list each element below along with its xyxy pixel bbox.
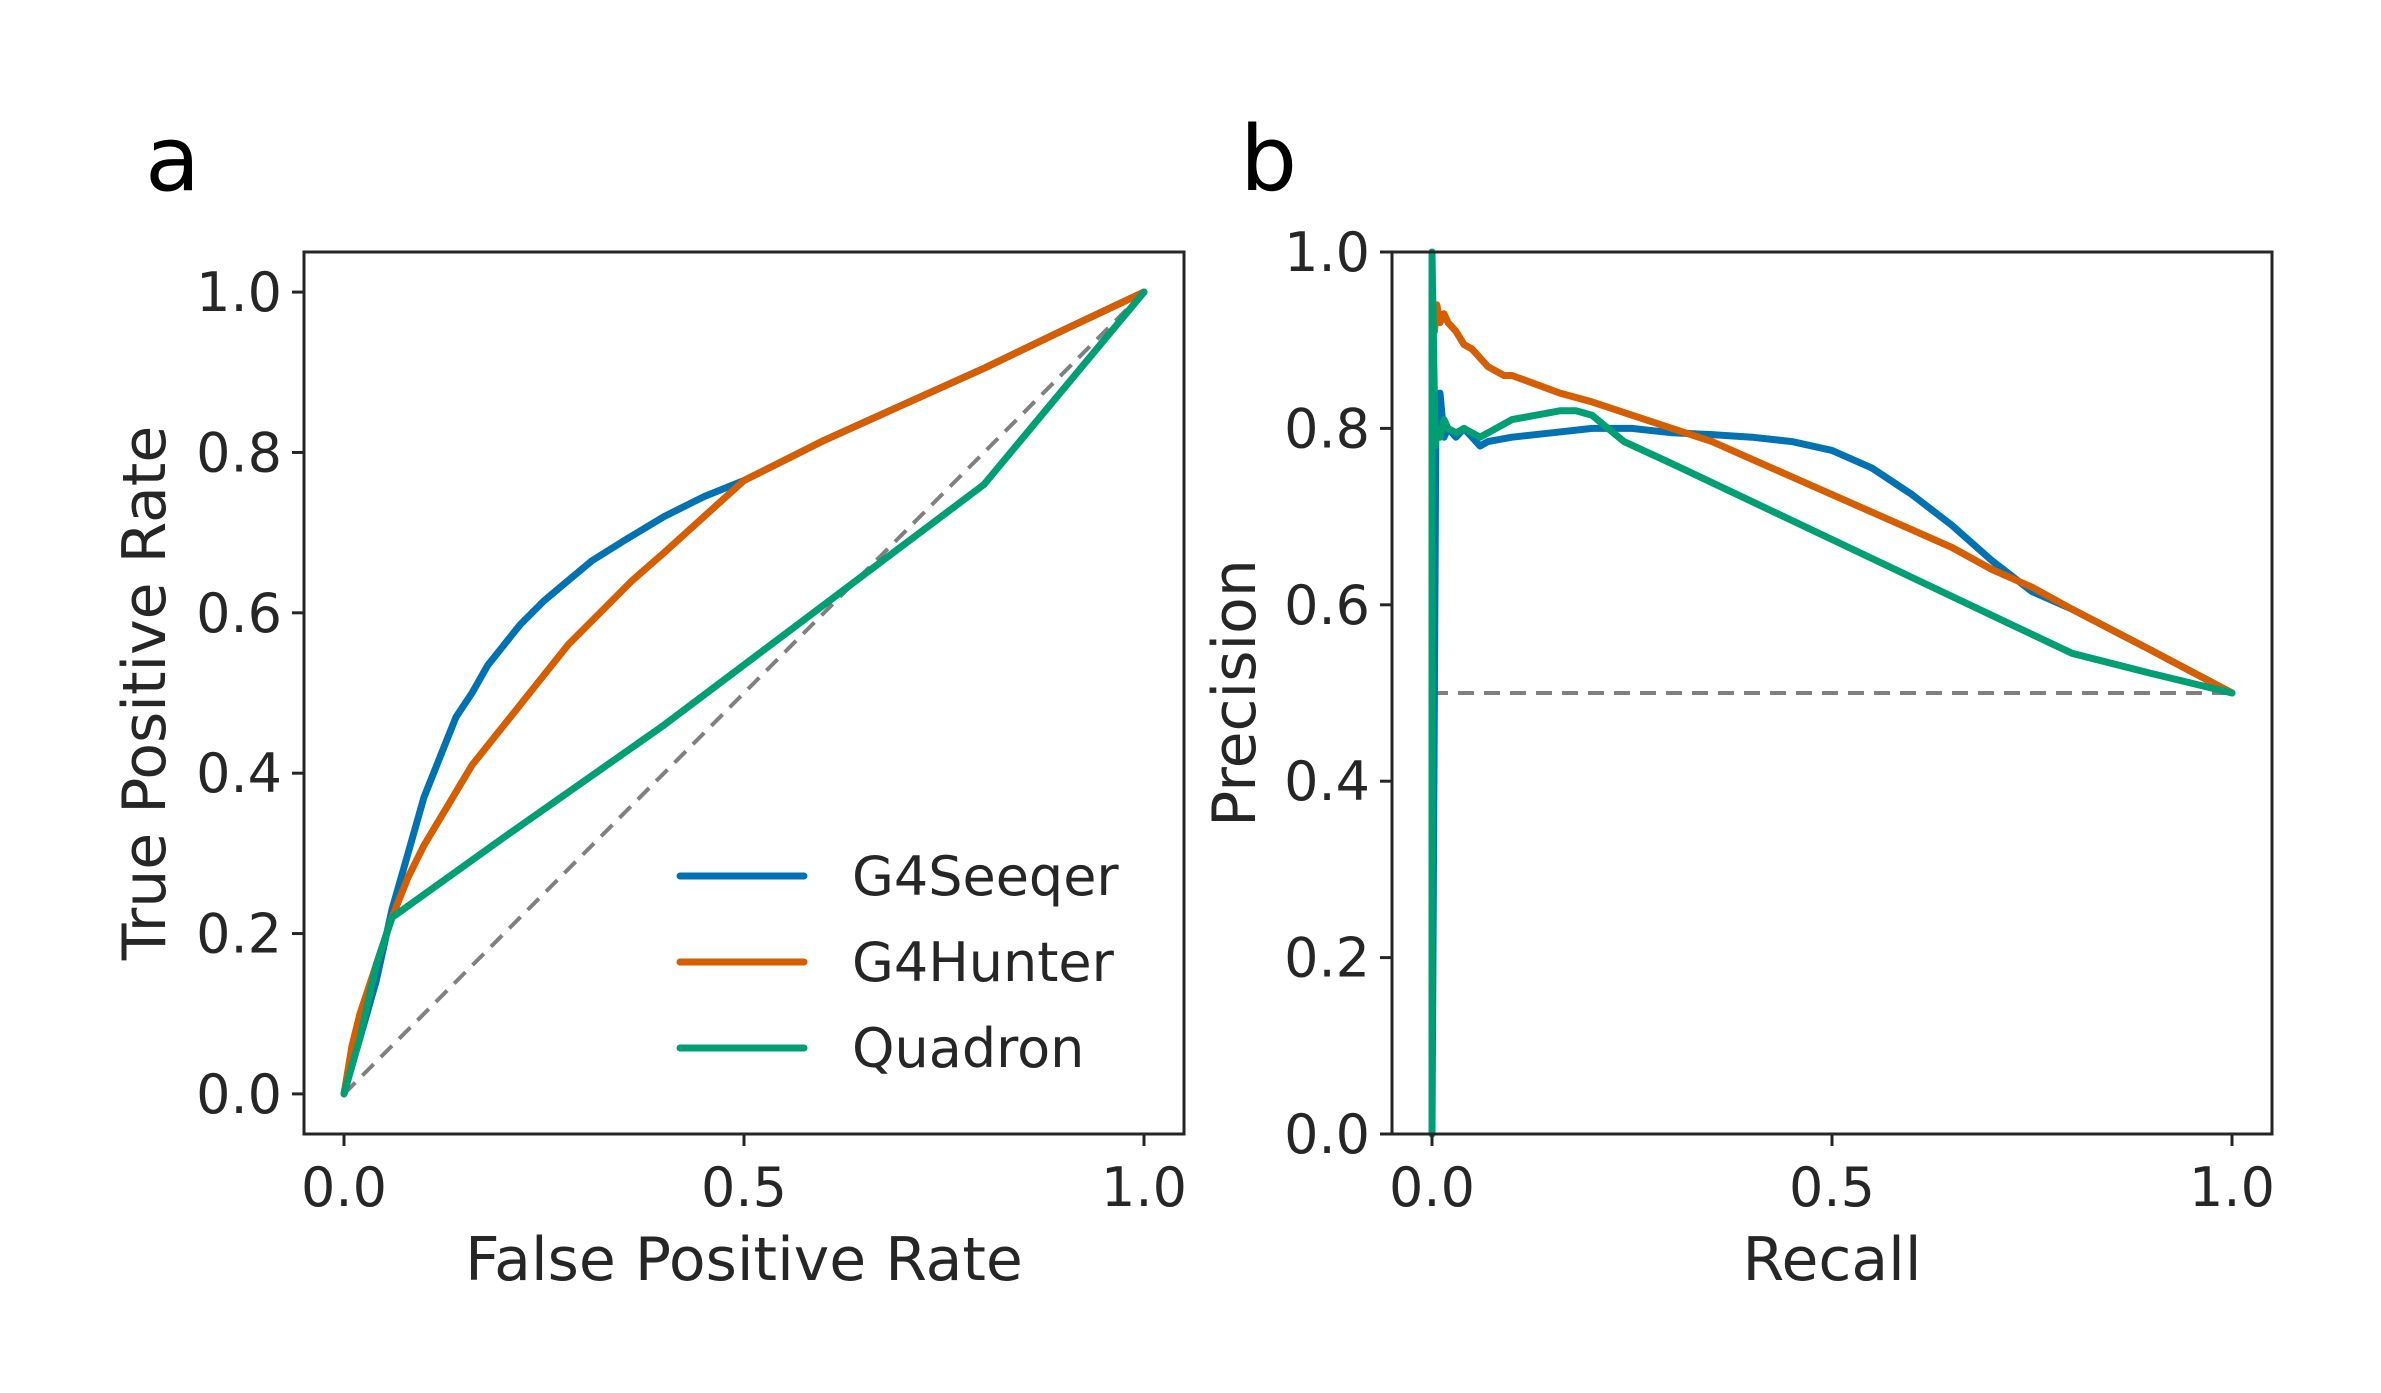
- series-line-quadron: [340, 288, 1148, 1098]
- panel-b-precision-recall-chart: b 0.0 0.5 1.0 0.0 0.2 0.4 0.6 0.8 1.0 Recall Precis…: [1200, 107, 2275, 1295]
- series-line-quadron: [1428, 248, 2236, 1138]
- y-tick-label: 0.0: [196, 1063, 282, 1126]
- y-tick-label: 0.4: [1284, 750, 1370, 813]
- y-tick-label: 0.0: [1284, 1103, 1370, 1166]
- y-axis-label: Precision: [1200, 559, 1270, 827]
- x-tick-label: 1.0: [2189, 1156, 2275, 1219]
- y-tick-label: 0.6: [196, 582, 282, 645]
- series-line-g4hunter: [1430, 301, 2236, 697]
- y-tick-label: 0.8: [1284, 397, 1370, 460]
- x-tick-label: 1.0: [1101, 1156, 1187, 1219]
- y-tick-label: 1.0: [1284, 221, 1370, 284]
- legend-label: G4Seeqer: [852, 845, 1119, 908]
- series-line-g4seeqer: [1428, 389, 2236, 1138]
- y-axis-label: True Positive Rate: [110, 426, 180, 961]
- x-tick-label: 0.5: [1789, 1156, 1875, 1219]
- y-tick-label: 0.6: [1284, 574, 1370, 637]
- y-tick-label: 0.4: [196, 742, 282, 805]
- legend-label: Quadron: [852, 1017, 1084, 1080]
- x-axis-label: Recall: [1742, 1225, 1921, 1295]
- panel-label: a: [145, 107, 200, 212]
- legend-label: G4Hunter: [852, 931, 1115, 994]
- x-tick-label: 0.0: [1389, 1156, 1475, 1219]
- y-tick-label: 0.2: [196, 903, 282, 966]
- x-axis-label: False Positive Rate: [465, 1225, 1023, 1295]
- panel-a-roc-chart: a 0.0 0.5 1.0 0.0 0.2 0.4 0.6 0.8 1.0 False Positi…: [110, 107, 1187, 1295]
- y-tick-label: 0.2: [1284, 927, 1370, 990]
- reference-line: [342, 290, 1146, 1096]
- y-tick-label: 1.0: [196, 261, 282, 324]
- x-tick-label: 0.0: [301, 1156, 387, 1219]
- y-tick-label: 0.8: [196, 421, 282, 484]
- legend: G4Seeqer G4Hunter Quadron: [676, 845, 1119, 1080]
- x-tick-label: 0.5: [701, 1156, 787, 1219]
- panel-label: b: [1240, 107, 1297, 212]
